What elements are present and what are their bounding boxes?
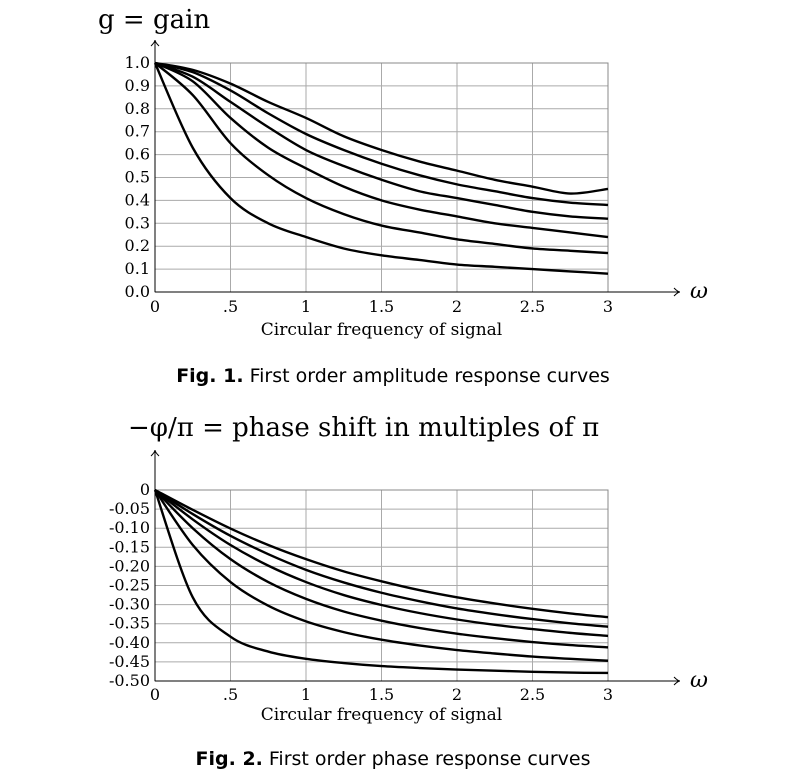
caption-text: First order amplitude response curves [250,365,610,387]
figure-caption: Fig. 1. First order amplitude response cu… [176,365,610,387]
series-line-1 [154,488,609,619]
y-tick-label: 0.4 [125,190,150,209]
y-tick-label: 0.8 [125,99,150,118]
x-axis-symbol: ω [690,668,708,693]
y-axis-arrowhead [150,39,160,47]
series-line-5 [154,62,609,255]
y-tick-label: -0.05 [109,499,150,518]
x-tick-label: 3 [603,297,613,316]
series-line-2 [154,488,609,628]
caption-label: Fig. 1. [176,365,243,387]
x-axis-symbol: ω [690,279,708,304]
y-tick-label: -0.20 [109,556,150,575]
series-line-6 [153,62,609,275]
y-tick-label: 0.7 [125,122,150,141]
y-tick-label: 0.5 [125,168,150,187]
x-tick-label: 1 [301,297,311,316]
chart-1: g = gainω1.00.90.80.70.60.50.40.30.20.10… [98,5,708,387]
caption-text: First order phase response curves [269,748,591,770]
x-tick-label: 2 [452,685,462,704]
y-tick-label: 0.3 [125,213,150,232]
y-tick-label: 1.0 [125,53,150,72]
series-line-4 [154,489,609,649]
y-tick-label: -0.35 [109,614,150,633]
x-tick-label: 2.5 [520,685,545,704]
series-line-1 [154,61,609,195]
x-axis-label: Circular frequency of signal [261,705,503,725]
x-tick-label: 1.5 [369,297,394,316]
y-tick-label: -0.10 [109,518,150,537]
y-tick-label: -0.40 [109,633,150,652]
caption-label: Fig. 2. [196,748,263,770]
y-axis-arrowhead [150,449,160,457]
y-tick-label: 0 [140,480,150,499]
y-tick-label: 0.6 [125,145,150,164]
y-tick-label: 0.0 [125,282,150,301]
figure-caption: Fig. 2. First order phase response curves [196,748,591,770]
series-line-2 [154,61,609,207]
x-axis-arrowhead [673,287,681,297]
x-tick-label: 1.5 [369,685,394,704]
series-line-3 [154,61,609,220]
x-tick-label: .5 [223,685,238,704]
x-tick-label: 2 [452,297,462,316]
y-tick-label: -0.30 [109,595,150,614]
y-tick-label: 0.2 [125,236,150,255]
y-tick-label: -0.45 [109,652,150,671]
y-tick-label: -0.50 [109,671,150,690]
x-tick-label: 1 [301,685,311,704]
series-line-4 [154,61,609,239]
series-line-3 [154,489,609,638]
x-tick-label: .5 [223,297,238,316]
series-line-6 [153,489,609,675]
series-line-5 [154,489,609,662]
y-tick-label: -0.25 [109,576,150,595]
x-tick-label: 3 [603,685,613,704]
x-tick-label: 2.5 [520,297,545,316]
y-tick-label: 0.1 [125,259,150,278]
x-axis-arrowhead [673,676,681,686]
x-tick-label: 0 [150,297,160,316]
y-tick-label: 0.9 [125,76,150,95]
chart-2: −φ/π = phase shift in multiples of πω0-0… [109,413,708,770]
chart-title: −φ/π = phase shift in multiples of π [128,413,599,443]
x-axis-label: Circular frequency of signal [261,320,503,340]
chart-title: g = gain [98,5,210,35]
y-tick-label: -0.15 [109,537,150,556]
x-tick-label: 0 [150,685,160,704]
